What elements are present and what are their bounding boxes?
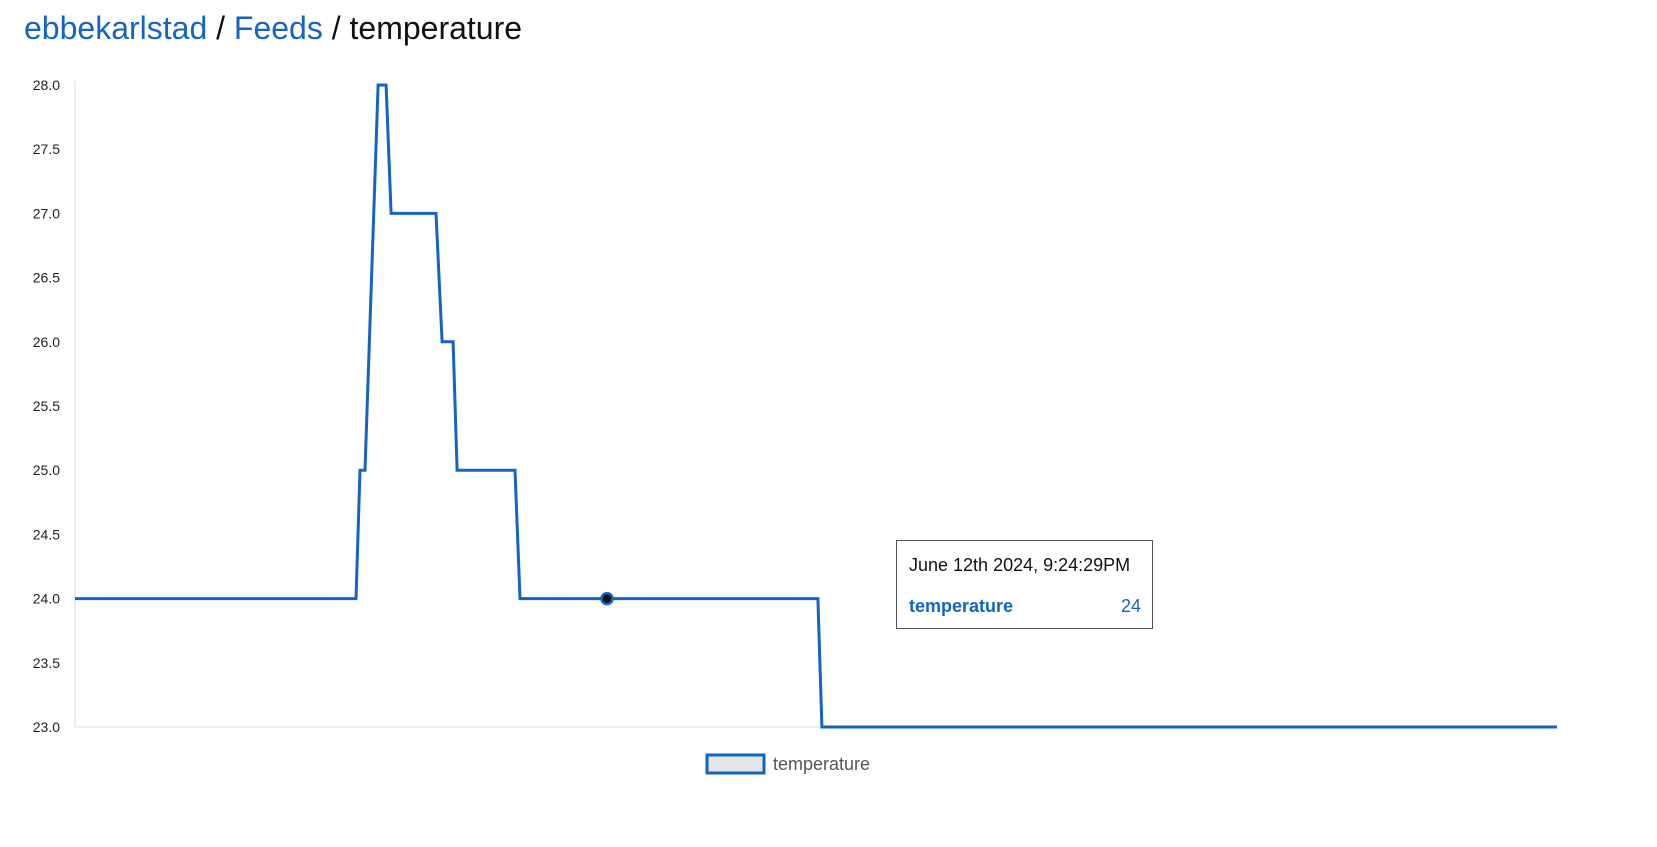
breadcrumb-separator: /: [216, 10, 226, 46]
breadcrumb-separator: /: [331, 10, 341, 46]
breadcrumb-current-feed: temperature: [349, 10, 523, 46]
series-layer: [75, 83, 1557, 729]
breadcrumb-user-link[interactable]: ebbekarlstad: [24, 10, 208, 46]
y-tick-label: 26.0: [33, 334, 60, 350]
y-tick-label: 23.0: [33, 719, 60, 735]
series-line-temperature: [75, 83, 1557, 729]
breadcrumb-feeds-link[interactable]: Feeds: [233, 10, 323, 46]
y-tick-label: 26.5: [33, 270, 60, 286]
tooltip-series-value: 24: [1120, 596, 1141, 616]
y-tick-label: 23.5: [33, 655, 60, 671]
hover-point-marker[interactable]: [600, 591, 614, 606]
marker-layer: [600, 591, 614, 606]
y-tick-label: 25.0: [33, 462, 60, 478]
tooltip-date: June 12th 2024, 9:24:29PM: [909, 555, 1131, 575]
legend-swatch[interactable]: [705, 753, 766, 775]
y-tick-label: 27.5: [33, 141, 60, 157]
y-tick-label: 24.0: [33, 591, 60, 607]
legend[interactable]: temperature: [705, 753, 870, 775]
y-tick-label: 24.5: [33, 526, 60, 542]
y-axis: 28.0 27.5 27.0 26.5 26.0 25.5 25.0 24.5 24.0 23.5…: [33, 77, 76, 735]
breadcrumb: ebbekarlstad / Feeds / temperature: [24, 8, 522, 48]
y-tick-label: 25.5: [33, 398, 60, 414]
y-tick-label: 28.0: [33, 77, 60, 93]
tooltip-series-name: temperature: [909, 596, 1014, 616]
chart-tooltip: June 12th 2024, 9:24:29PM temperature 24: [896, 540, 1153, 629]
y-tick-label: 27.0: [33, 205, 60, 221]
legend-label[interactable]: temperature: [773, 754, 870, 774]
